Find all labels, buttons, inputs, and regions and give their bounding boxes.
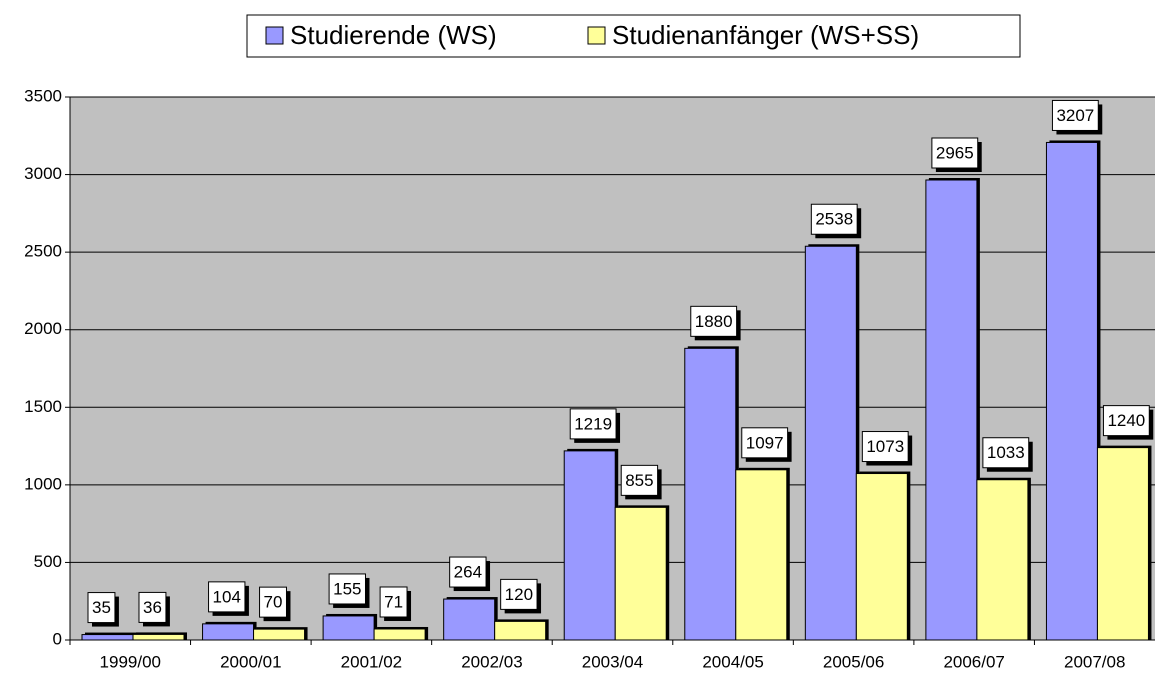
data-label: 70 — [264, 593, 283, 612]
y-tick-label: 0 — [53, 629, 62, 648]
data-label: 71 — [384, 592, 403, 611]
data-label: 1219 — [574, 414, 612, 433]
data-label: 1033 — [987, 443, 1025, 462]
data-label: 2538 — [815, 210, 853, 229]
y-tick-label: 3000 — [24, 164, 62, 183]
data-label: 35 — [92, 598, 111, 617]
bar — [132, 633, 185, 641]
data-label-box — [690, 305, 738, 337]
y-tick-label: 2500 — [24, 242, 62, 261]
data-label-box — [449, 556, 487, 588]
data-label-box — [379, 586, 408, 618]
bar — [81, 634, 134, 641]
data-label-box — [87, 592, 116, 624]
legend-swatch — [587, 26, 606, 45]
data-label: 1240 — [1107, 411, 1145, 430]
legend-swatch — [265, 26, 284, 45]
data-label-box — [810, 203, 858, 235]
legend-label: Studienanfänger (WS+SS) — [612, 20, 919, 50]
data-label: 1073 — [866, 437, 904, 456]
data-label: 3207 — [1056, 106, 1094, 125]
y-tick-label: 1500 — [24, 397, 62, 416]
bar — [684, 347, 737, 641]
data-label-box — [620, 464, 659, 496]
y-tick-label: 3500 — [24, 86, 62, 105]
bar — [202, 623, 255, 641]
bar — [855, 473, 908, 641]
y-tick-label: 2000 — [24, 319, 62, 338]
data-label-box — [138, 591, 167, 623]
data-label-box — [500, 578, 538, 610]
data-label: 1097 — [746, 433, 784, 452]
bar — [804, 245, 857, 641]
bar — [976, 479, 1029, 641]
data-label-box — [741, 427, 789, 459]
y-tick-label: 1000 — [24, 474, 62, 493]
data-label-box — [569, 408, 617, 440]
bar — [563, 450, 616, 641]
data-label: 855 — [625, 471, 653, 490]
bar — [1096, 447, 1149, 641]
bar — [925, 179, 978, 641]
data-label-box — [931, 137, 979, 169]
bar — [494, 620, 547, 641]
x-tick-label: 2003/04 — [582, 652, 643, 671]
data-label-box — [259, 586, 287, 618]
data-label: 155 — [333, 579, 361, 598]
x-tick-label: 2007/08 — [1064, 652, 1125, 671]
bar — [373, 628, 426, 641]
bar — [253, 628, 306, 641]
data-label: 104 — [213, 587, 241, 606]
data-label: 120 — [505, 585, 533, 604]
y-tick-label: 500 — [34, 552, 62, 571]
x-tick-label: 2001/02 — [341, 652, 402, 671]
x-tick-label: 2006/07 — [943, 652, 1004, 671]
x-tick-label: 2004/05 — [702, 652, 763, 671]
bar — [614, 506, 667, 641]
bar — [1045, 141, 1098, 641]
data-label-box — [861, 431, 909, 463]
legend-box — [246, 14, 1021, 58]
data-label: 36 — [143, 598, 162, 617]
data-label-box — [208, 581, 246, 613]
data-label: 264 — [454, 563, 482, 582]
x-tick-label: 2005/06 — [823, 652, 884, 671]
bar — [443, 598, 496, 641]
data-label-box — [1102, 405, 1150, 437]
legend-label: Studierende (WS) — [290, 20, 497, 50]
x-tick-label: 1999/00 — [100, 652, 161, 671]
bar — [322, 615, 375, 641]
data-label-box — [328, 573, 366, 605]
data-label-box — [1051, 99, 1099, 131]
data-label: 1880 — [695, 312, 733, 331]
data-label: 2965 — [936, 143, 974, 162]
x-tick-label: 2000/01 — [220, 652, 281, 671]
bar — [735, 469, 788, 641]
data-label-box — [982, 437, 1030, 469]
x-tick-label: 2002/03 — [461, 652, 522, 671]
